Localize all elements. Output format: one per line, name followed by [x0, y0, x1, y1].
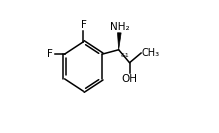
- Text: NH₂: NH₂: [110, 22, 129, 32]
- Text: F: F: [47, 49, 53, 59]
- Text: F: F: [81, 20, 86, 30]
- Text: &1: &1: [120, 53, 129, 58]
- Text: OH: OH: [122, 74, 138, 84]
- Polygon shape: [117, 33, 121, 50]
- Text: CH₃: CH₃: [142, 48, 160, 58]
